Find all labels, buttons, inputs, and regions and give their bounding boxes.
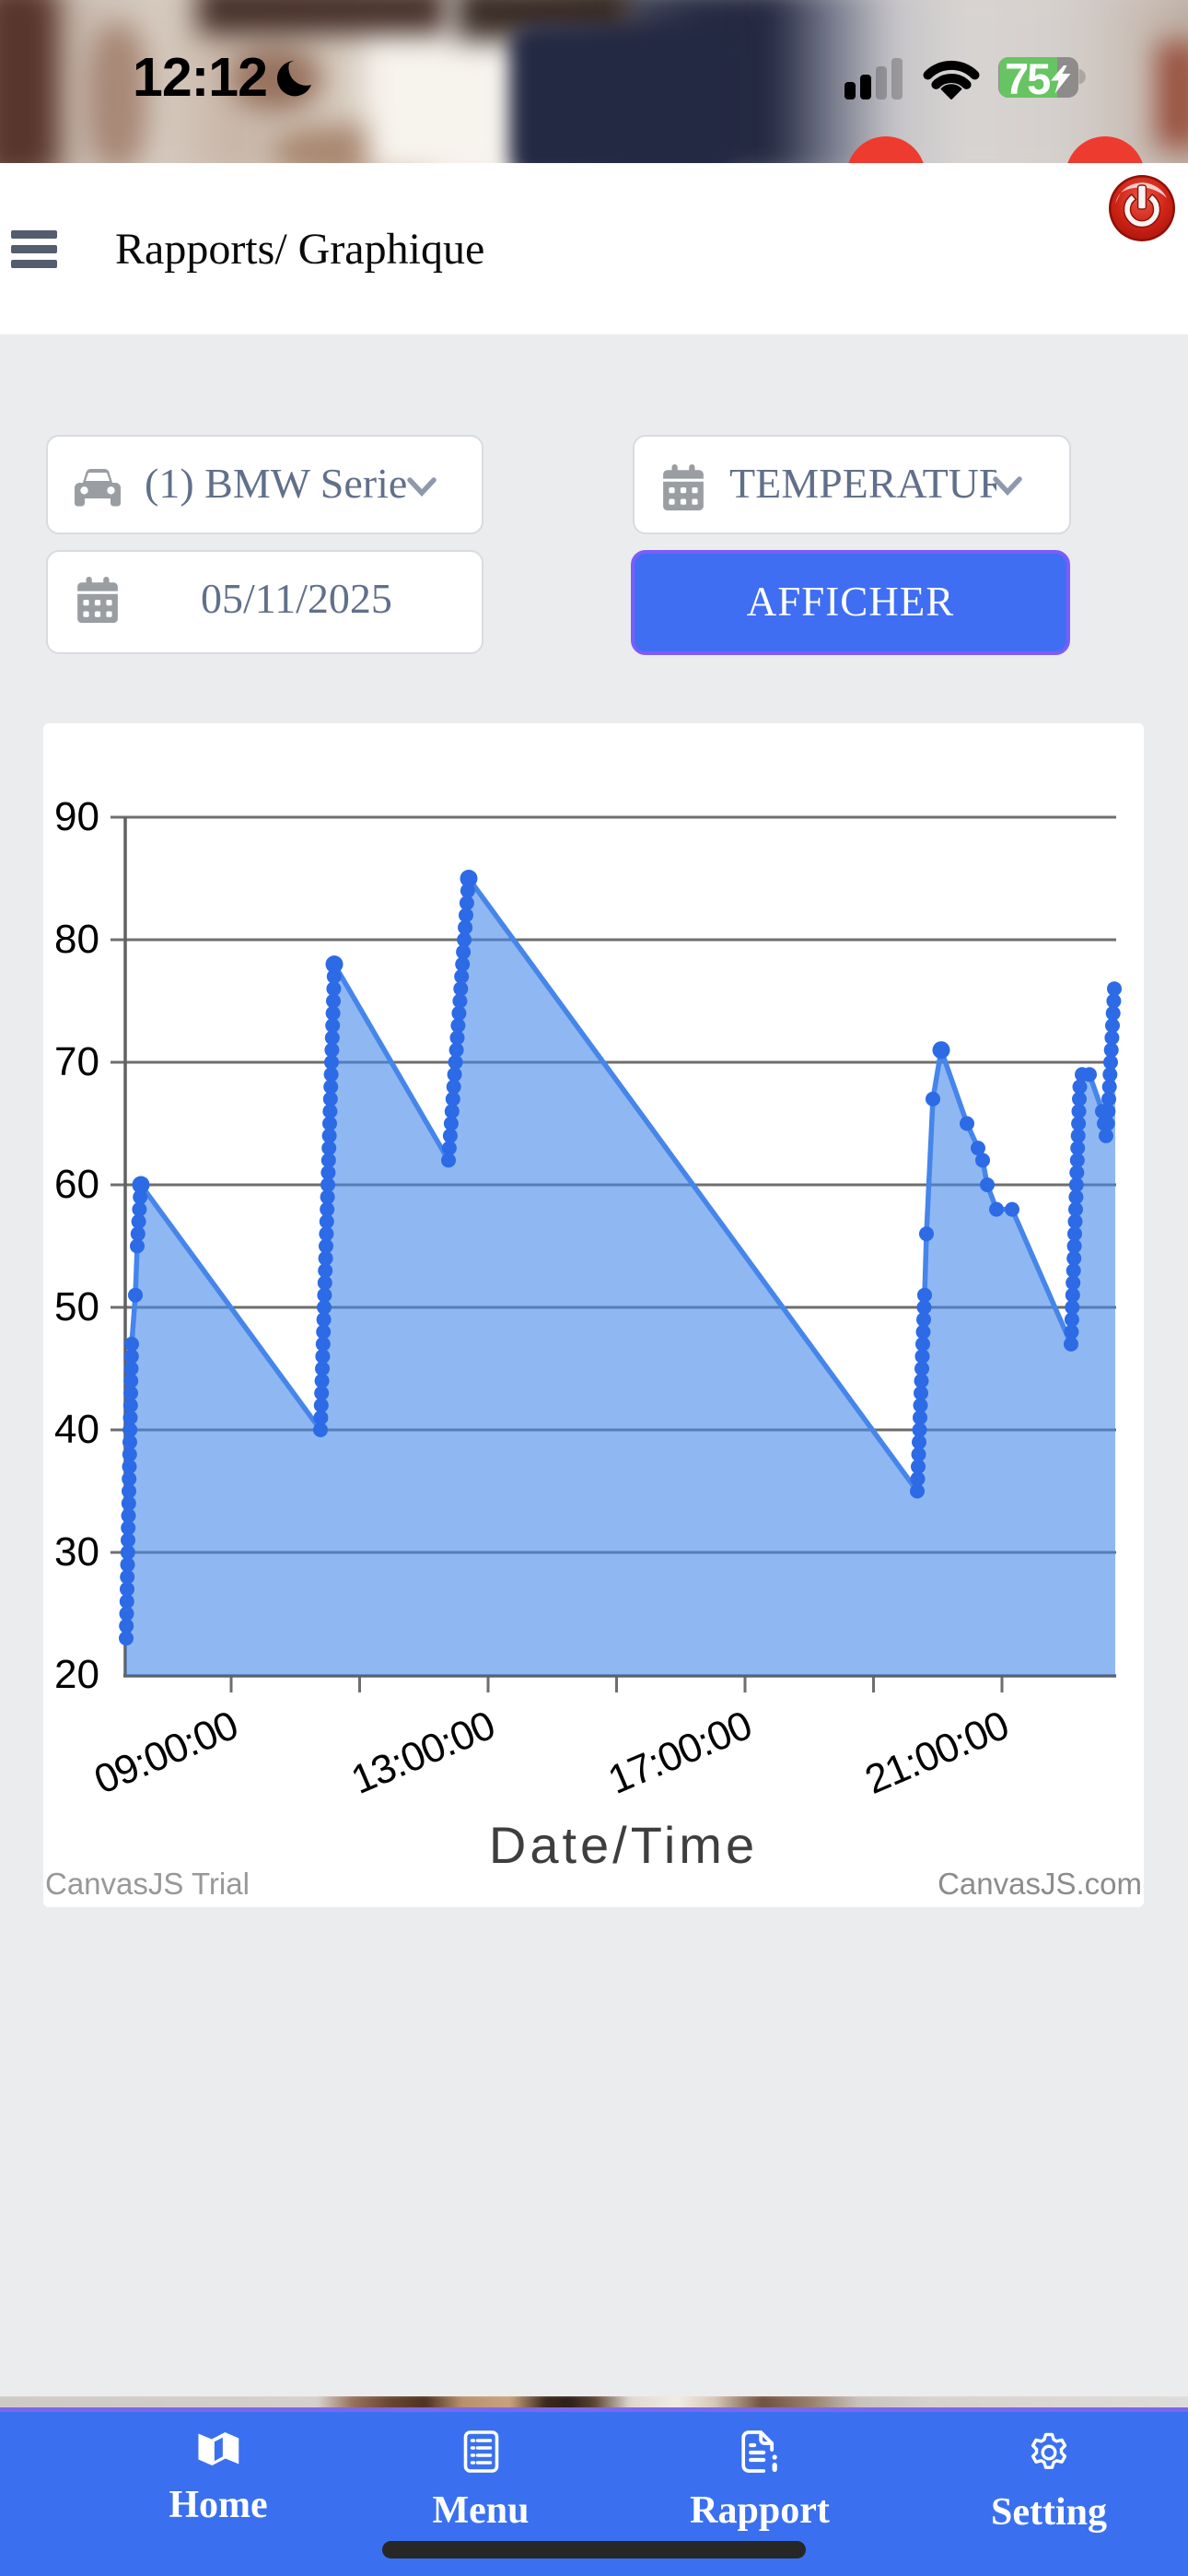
- svg-text:CanvasJS.com: CanvasJS.com: [938, 1867, 1142, 1901]
- svg-text:50: 50: [54, 1284, 99, 1329]
- svg-text:70: 70: [54, 1039, 99, 1084]
- svg-text:17:00:00: 17:00:00: [601, 1703, 757, 1803]
- svg-text:Date/Time: Date/Time: [489, 1816, 758, 1874]
- svg-text:30: 30: [54, 1529, 99, 1575]
- svg-text:CanvasJS Trial: CanvasJS Trial: [45, 1867, 250, 1901]
- svg-text:75: 75: [1005, 56, 1050, 99]
- svg-text:13:00:00: 13:00:00: [344, 1703, 500, 1803]
- svg-text:80: 80: [54, 917, 99, 962]
- svg-text:60: 60: [54, 1162, 99, 1207]
- svg-text:40: 40: [54, 1407, 99, 1452]
- svg-text:21:00:00: 21:00:00: [858, 1703, 1014, 1803]
- svg-text:90: 90: [54, 794, 99, 839]
- svg-text:20: 20: [54, 1652, 99, 1697]
- svg-text:09:00:00: 09:00:00: [87, 1703, 243, 1803]
